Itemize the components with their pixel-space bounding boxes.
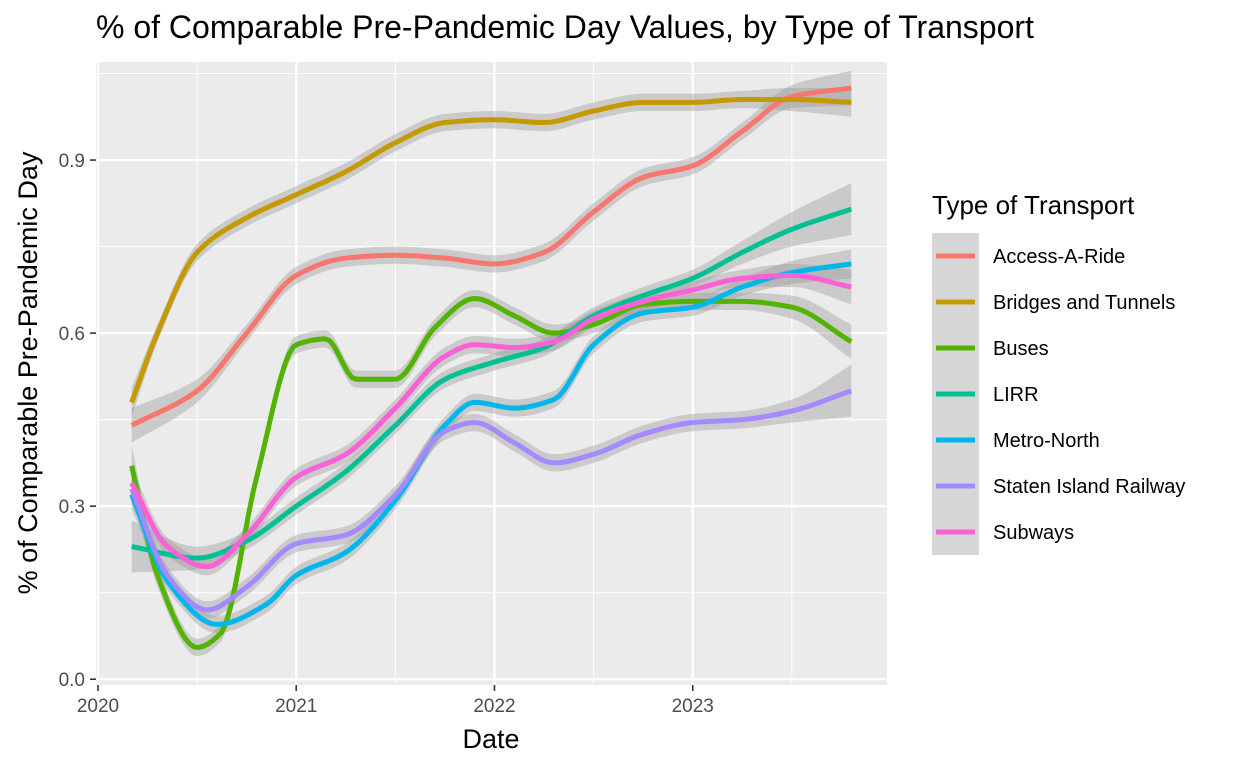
y-tick-label: 0.3 [59,497,85,518]
x-tick-label: 2020 [77,696,119,717]
legend-item-staten-island-railway: Staten Island Railway [932,463,1185,509]
x-tick-label: 2021 [275,696,317,717]
legend-title: Type of Transport [932,190,1135,220]
legend: Type of Transport Access-A-Ride Bridges a… [932,190,1185,555]
x-axis-title: Date [462,724,519,754]
legend-item-metro-north: Metro-North [932,417,1100,463]
y-tick-label: 0.9 [59,151,85,172]
legend-label: Buses [993,338,1049,360]
legend-label: Bridges and Tunnels [993,292,1175,314]
legend-item-access-a-ride: Access-A-Ride [932,233,1125,279]
legend-label: Access-A-Ride [993,246,1125,268]
legend-label: Staten Island Railway [993,476,1185,498]
legend-item-bridges-and-tunnels: Bridges and Tunnels [932,279,1175,325]
y-axis-title: % of Comparable Pre-Pandemic Day [13,151,43,594]
x-tick-label: 2023 [672,696,714,717]
legend-label: Subways [993,522,1074,544]
legend-item-subways: Subways [932,509,1074,555]
y-tick-label: 0.0 [59,670,85,691]
legend-label: LIRR [993,384,1039,406]
y-tick-label: 0.6 [59,324,85,345]
x-tick-label: 2022 [473,696,515,717]
legend-item-lirr: LIRR [932,371,1039,417]
legend-label: Metro-North [993,430,1100,452]
legend-item-buses: Buses [932,325,1049,371]
chart-title: % of Comparable Pre-Pandemic Day Values,… [96,9,1034,45]
